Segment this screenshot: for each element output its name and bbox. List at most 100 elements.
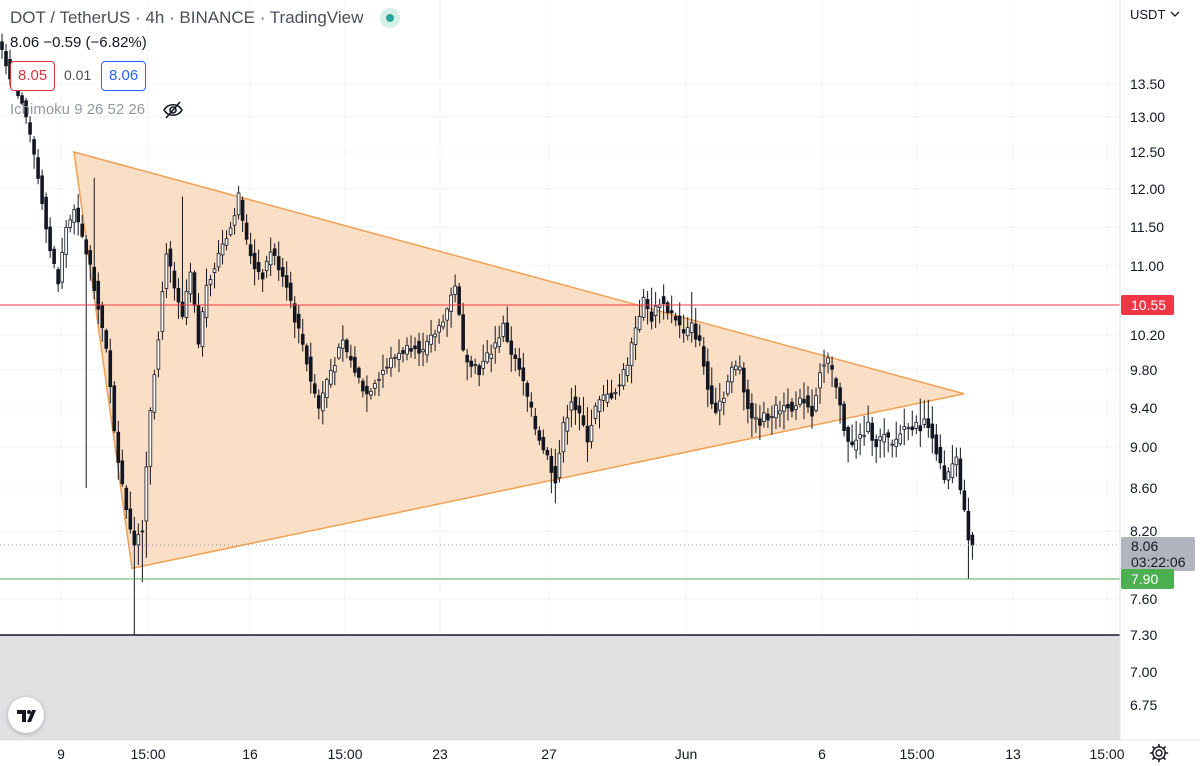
candle-body-up [381,370,385,375]
candle [613,388,618,400]
candle [385,358,389,374]
candle [132,516,137,635]
current-price-label: 8.06 [1131,538,1158,554]
candle-body-up [329,370,333,385]
candle [292,296,297,339]
support-price-label-bg [1121,569,1174,589]
candle-body-down [132,530,137,546]
candle [72,204,76,235]
candle [84,235,89,488]
candle-body-down [365,385,369,395]
candle [256,249,261,280]
candle-body-down [4,51,8,67]
candle-body-down [477,365,481,376]
candle-body-up [333,365,337,373]
candle [140,520,145,583]
candle [377,372,381,397]
candle [770,405,774,435]
candle-body-down [673,316,678,321]
candle-body-up [405,345,409,355]
candle [296,305,301,344]
candle [96,272,101,325]
candle-body-up [449,294,453,312]
x-tick-label: 6 [818,746,826,762]
tradingview-logo-icon[interactable] [8,697,44,733]
candle-body-up [866,421,870,432]
candle-body-down [92,266,97,292]
candle [116,420,121,480]
candle-body-down [533,415,538,430]
candle-body-up [774,404,778,419]
x-tick-label: 15:00 [327,746,362,762]
candle-body-up [184,291,189,318]
candle-body-down [32,139,36,155]
resistance-price-label-bg [1121,295,1174,315]
candle-body-down [168,248,173,267]
candle [300,318,305,352]
gear-icon[interactable] [1149,743,1169,763]
candle-body-down [312,383,317,394]
candle-body-up [148,410,153,467]
price-axis-currency[interactable]: USDT [1130,7,1165,22]
candle [4,43,8,75]
candle [818,363,822,404]
candle [705,348,710,408]
candle-body-down [934,434,939,455]
x-tick-label: 27 [541,746,557,762]
candle-body-down [505,322,510,342]
candle-body-up [782,405,786,412]
candle-body-down [76,207,80,223]
candle [713,387,718,415]
candle [172,262,177,301]
candle-body-up [445,308,449,321]
candle [469,355,473,378]
candle [529,392,534,417]
candle-body-down [746,389,750,410]
candle-body-down [469,360,473,367]
y-tick-label: 7.00 [1130,664,1157,680]
price-axis[interactable]: 13.50 13.00 12.50 12.00 11.50 11.00 10.20 9.80 9… [1130,76,1165,713]
candle [950,445,955,484]
candle-body-up [481,360,485,369]
candle [914,415,919,435]
candle-body-down [248,244,253,257]
candle-body-up [601,394,606,401]
candle [365,375,369,412]
candle-body-down [52,248,56,264]
candle-body-down [84,239,89,255]
candle-body-up [164,253,169,289]
candle-body-down [697,335,702,341]
candle-body-up [425,341,429,356]
candle-body-down [128,508,133,530]
candle-body-up [689,322,694,333]
candle-body-up [633,327,638,345]
candle-body-down [850,441,854,446]
candle [156,331,161,378]
candle-body-up [385,366,389,369]
candle-body-down [701,346,706,367]
candle-body-down [830,365,834,370]
candle-body-down [112,385,117,432]
candle [557,439,562,483]
candle-body-up [200,311,205,348]
candle-body-up [268,251,273,266]
candle-body-down [786,404,790,409]
candle [934,423,939,461]
candle [32,135,36,169]
candle-body-up [653,305,658,316]
candle-body-up [569,401,574,411]
candle [814,387,818,413]
candle [850,424,854,448]
candle-body-up [144,466,149,522]
candle [525,380,530,412]
candle [24,97,28,124]
chevron-down-icon[interactable] [1170,11,1180,17]
time-axis[interactable]: 9 15:00 16 15:00 23 27 Jun 6 15:00 13 15:00 [57,746,1125,762]
candle-body-up [204,284,209,319]
candle [577,397,582,431]
candle [569,387,574,428]
candle-body-down [750,402,754,419]
candle [433,329,437,352]
